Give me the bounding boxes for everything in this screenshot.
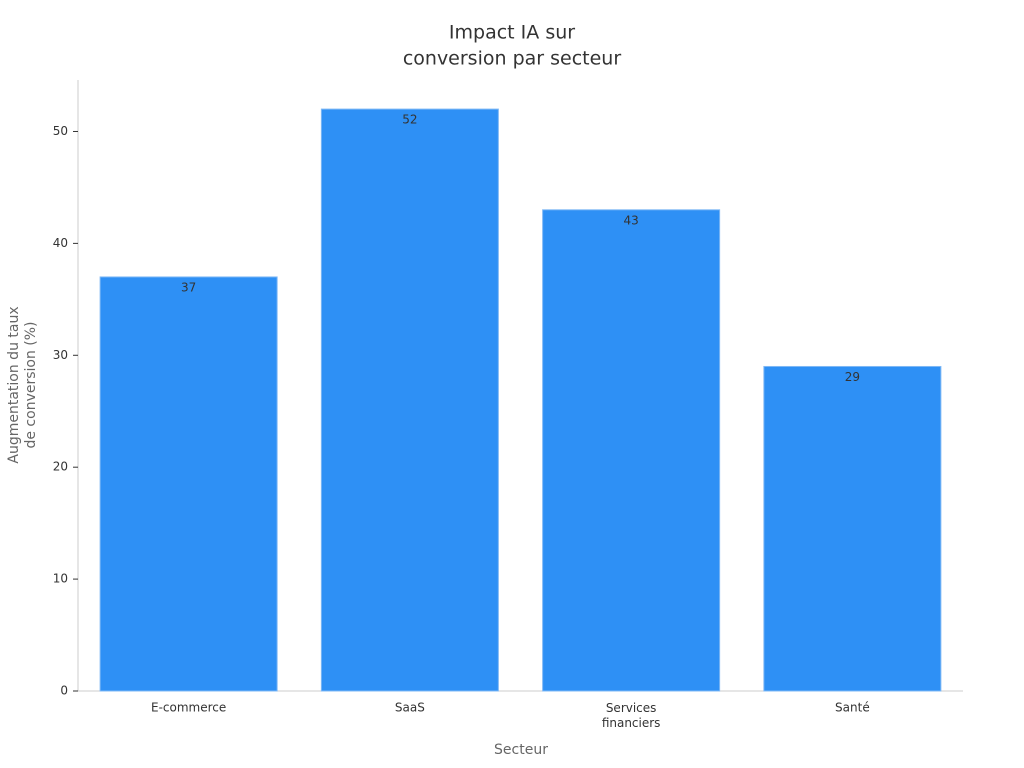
chart-title: conversion par secteur bbox=[403, 48, 622, 70]
y-tick-label: 40 bbox=[53, 236, 68, 250]
value-label: 52 bbox=[402, 113, 417, 127]
value-label: 43 bbox=[623, 213, 638, 227]
bar bbox=[542, 209, 721, 692]
y-axis-label: Augmentation du taux de conversion (%) bbox=[6, 306, 39, 463]
y-tick-label: 0 bbox=[60, 684, 68, 698]
x-tick-label: SaaS bbox=[395, 701, 425, 715]
x-tick-label: Santé bbox=[835, 701, 870, 715]
y-axis-label-line: Augmentation du taux bbox=[6, 306, 22, 463]
chart-title: Impact IA sur bbox=[449, 22, 575, 44]
bar bbox=[320, 108, 499, 692]
value-label: 29 bbox=[845, 370, 860, 384]
y-tick-label: 30 bbox=[53, 348, 68, 362]
bar bbox=[763, 365, 942, 692]
x-axis-label: Secteur bbox=[494, 742, 548, 758]
x-tick-label: Services financiers bbox=[602, 701, 661, 730]
y-axis-label-line: de conversion (%) bbox=[23, 321, 39, 448]
value-label: 37 bbox=[181, 280, 196, 294]
y-tick-label: 50 bbox=[53, 124, 68, 138]
y-tick-label: 20 bbox=[53, 460, 68, 474]
y-tick-label: 10 bbox=[53, 572, 68, 586]
x-tick-label: E-commerce bbox=[151, 701, 226, 715]
bar bbox=[99, 276, 278, 692]
